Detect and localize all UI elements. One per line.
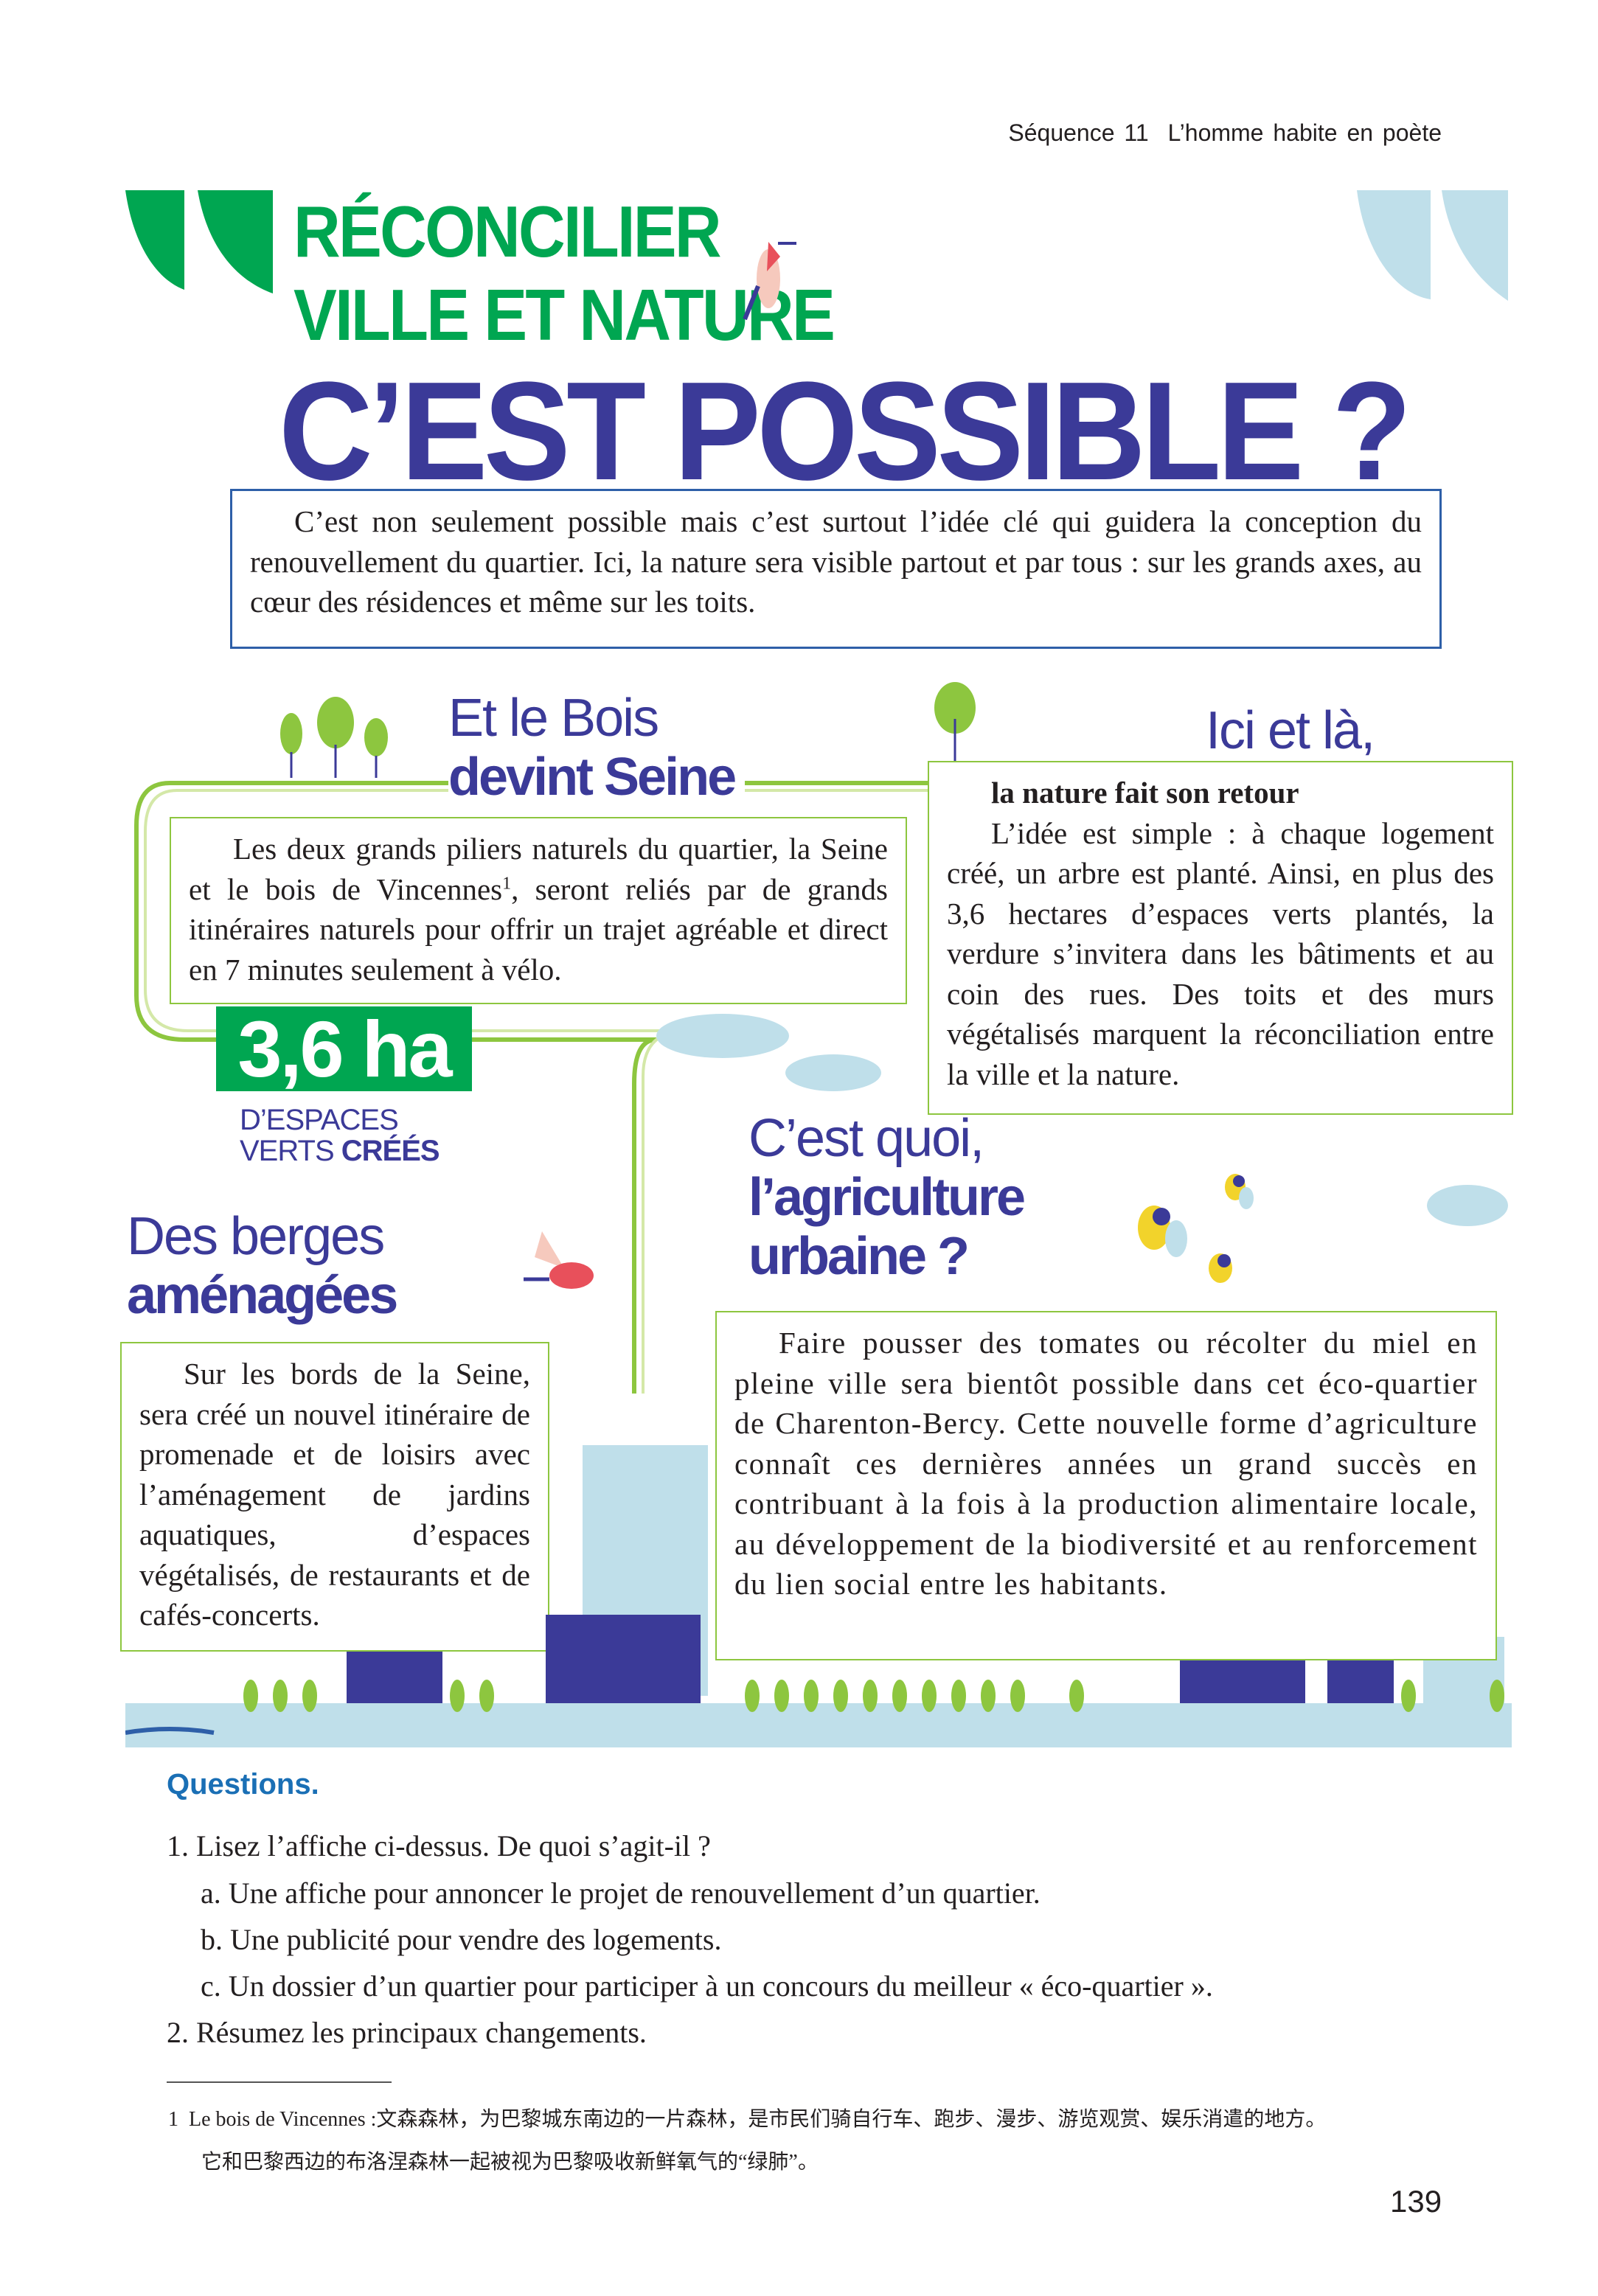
sequence-label: Séquence 11 (1008, 119, 1149, 146)
item-num: 1. (167, 1829, 189, 1862)
ici-heading: Ici et là, (1206, 701, 1375, 760)
agri-heading-bold-2: urbaine ? (748, 1227, 970, 1286)
item-num: a. (201, 1876, 221, 1910)
close-quote-icon (1357, 190, 1508, 301)
footnote-num: 1 (168, 2108, 178, 2131)
ici-box: la nature fait son retour L’idée est sim… (928, 761, 1513, 1115)
intro-box: C’est non seulement possible mais c’est … (230, 489, 1442, 649)
agri-heading-bold-1: l’agriculture (748, 1168, 1026, 1227)
running-header: Séquence 11 L’homme habite en poète (1008, 119, 1442, 147)
agri-box: Faire pousser des tomates ou récolter du… (715, 1311, 1497, 1660)
berges-heading-light: Des berges (127, 1207, 385, 1266)
bird-icon (743, 242, 796, 321)
question-option: a. Une affiche pour annoncer le projet d… (201, 1876, 1041, 1910)
berges-box: Sur les bords de la Seine, sera créé un … (120, 1342, 549, 1652)
item-num: 2. (167, 2016, 189, 2049)
ici-subheading: la nature fait son retour (991, 776, 1299, 810)
item-text: Une publicité pour vendre des logements. (230, 1923, 722, 1956)
item-num: b. (201, 1923, 223, 1956)
stat-label: D’ESPACES VERTS CRÉÉS (240, 1104, 440, 1166)
cloud-icon (1427, 1185, 1508, 1226)
trees-icon (280, 697, 388, 778)
item-text: Une affiche pour annoncer le projet de r… (228, 1876, 1041, 1910)
clouds-icon (656, 1014, 881, 1091)
page-number: 139 (1390, 2184, 1442, 2219)
footnote: 1 Le bois de Vincennes :文森森林，为巴黎城东南边的一片森… (168, 2103, 1326, 2132)
questions-title: Questions. (167, 1768, 319, 1801)
bois-box: Les deux grands piliers naturels du quar… (170, 817, 907, 1004)
item-text: Lisez l’affiche ci-dessus. De quoi s’agi… (196, 1829, 711, 1862)
ici-text: L’idée est simple : à chaque logement cr… (947, 815, 1494, 1091)
stat-value: 3,6 ha (216, 1006, 472, 1091)
question-option: b. Une publicité pour vendre des logemen… (201, 1922, 721, 1957)
stat-label-light: VERTS (240, 1135, 341, 1167)
footnote-line1: 文森森林，为巴黎城东南边的一片森林，是市民们骑自行车、跑步、漫步、游览观赏、娱乐… (376, 2108, 1327, 2131)
agri-heading-light: C’est quoi, (748, 1109, 984, 1168)
flying-bird-icon (524, 1231, 594, 1289)
item-num: c. (201, 1969, 221, 2003)
sequence-title: L’homme habite en poète (1167, 119, 1442, 146)
open-quote-icon (125, 190, 273, 293)
bois-text: Les deux grands piliers naturels du quar… (189, 832, 888, 906)
item-text: Un dossier d’un quartier pour participer… (228, 1969, 1213, 2003)
intro-text: C’est non seulement possible mais c’est … (250, 504, 1422, 619)
berges-heading-bold: aménagées (127, 1266, 398, 1325)
bees-icon (1138, 1174, 1254, 1283)
title-big: C’EST POSSIBLE ? (279, 353, 1411, 509)
title-line-1: RÉCONCILIER (293, 191, 722, 272)
item-text: Résumez les principaux changements. (196, 2016, 647, 2049)
question-option: c. Un dossier d’un quartier pour partici… (201, 1969, 1213, 2003)
footnote-term: Le bois de Vincennes : (189, 2108, 377, 2131)
question-item: 1. Lisez l’affiche ci-dessus. De quoi s’… (167, 1829, 711, 1863)
bois-text-end: , seront reliés par de grands itinéraire… (189, 872, 888, 987)
bois-heading-bold: devint Seine (448, 748, 746, 806)
tree-icon (934, 682, 976, 762)
footnote-ref: 1 (502, 873, 512, 893)
stat-label-line1: D’ESPACES (240, 1104, 399, 1136)
stat-label-bold: CRÉÉS (341, 1135, 440, 1167)
question-item: 2. Résumez les principaux changements. (167, 2015, 647, 2050)
berges-text: Sur les bords de la Seine, sera créé un … (139, 1357, 530, 1632)
footnote-line2: 它和巴黎西边的布洛涅森林一起被视为巴黎吸收新鲜氧气的“绿肺”。 (201, 2151, 819, 2174)
bois-heading-light: Et le Bois (448, 689, 659, 748)
footnote-divider (167, 2081, 392, 2083)
agri-text: Faire pousser des tomates ou récolter du… (734, 1326, 1478, 1601)
path-line (134, 781, 929, 1394)
